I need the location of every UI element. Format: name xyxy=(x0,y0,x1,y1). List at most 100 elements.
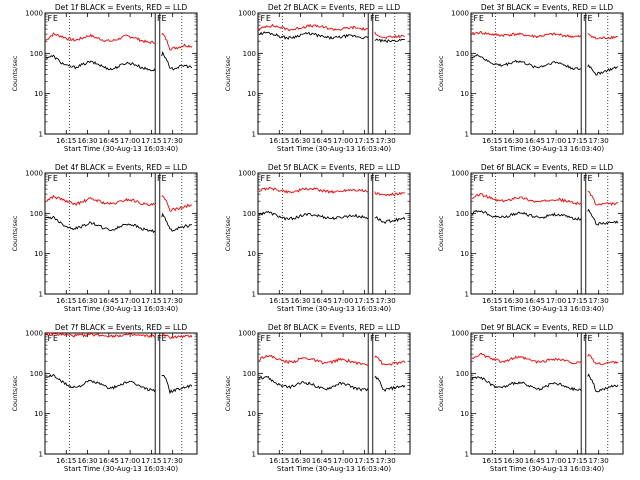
panel-title: Det 7f BLACK = Events, RED = LLD xyxy=(55,323,188,332)
events-rate-line xyxy=(45,373,193,395)
marker-label-F: F xyxy=(370,14,375,23)
marker-label-E: E xyxy=(588,14,593,23)
y-tick-label: 100 xyxy=(30,370,43,378)
x-tick-label: 16:30 xyxy=(503,457,523,465)
marker-label-F: F xyxy=(261,334,266,343)
y-tick-label: 10 xyxy=(247,410,256,418)
y-tick-label: 1 xyxy=(39,131,43,139)
x-tick-label: 17:30 xyxy=(589,297,609,305)
x-tick-label: 17:00 xyxy=(333,137,353,145)
lld-rate-line xyxy=(471,190,619,206)
x-tick-label: 16:45 xyxy=(525,297,545,305)
marker-label-E: E xyxy=(479,334,484,343)
x-tick-label: 17:15 xyxy=(354,297,374,305)
x-tick-label: 16:30 xyxy=(503,137,523,145)
x-tick-label: 17:00 xyxy=(120,137,140,145)
x-tick-label: 16:30 xyxy=(290,137,310,145)
marker-label-E: E xyxy=(479,14,484,23)
marker-label-F: F xyxy=(261,174,266,183)
detector-panel-7: Det 7f BLACK = Events, RED = LLD 1 10 100 10… xyxy=(11,323,198,473)
plot-frame xyxy=(470,332,624,455)
x-tick-label: 16:15 xyxy=(482,457,502,465)
x-tick-label: 17:00 xyxy=(333,297,353,305)
events-rate-line xyxy=(471,373,619,393)
x-tick-label: 17:15 xyxy=(354,137,374,145)
x-axis-label: Start Time (30-Aug-13 16:03:40) xyxy=(490,465,604,473)
marker-label-F: F xyxy=(474,14,479,23)
lld-rate-line xyxy=(258,186,406,197)
y-tick-label: 1000 xyxy=(238,170,256,178)
x-tick-label: 16:45 xyxy=(525,457,545,465)
y-tick-label: 100 xyxy=(30,50,43,58)
panel-title: Det 1f BLACK = Events, RED = LLD xyxy=(55,3,188,12)
detector-panel-5: Det 5f BLACK = Events, RED = LLD 1 10 100 10… xyxy=(224,163,411,313)
x-axis-label: Start Time (30-Aug-13 16:03:40) xyxy=(64,145,178,153)
marker-label-E: E xyxy=(588,334,593,343)
marker-label-E: E xyxy=(162,174,167,183)
y-axis-label: Counts/sec xyxy=(11,215,19,251)
y-tick-label: 1000 xyxy=(451,10,469,18)
lld-rate-line xyxy=(471,353,619,366)
x-tick-label: 17:30 xyxy=(163,457,183,465)
y-tick-label: 1 xyxy=(252,451,256,459)
y-tick-label: 1000 xyxy=(25,10,43,18)
marker-label-E: E xyxy=(375,334,380,343)
y-axis-label: Counts/sec xyxy=(437,375,445,411)
x-tick-label: 17:00 xyxy=(546,457,566,465)
panel-title: Det 9f BLACK = Events, RED = LLD xyxy=(481,323,614,332)
lld-rate-line xyxy=(258,354,406,366)
x-tick-label: 17:30 xyxy=(163,297,183,305)
y-axis-label: Counts/sec xyxy=(224,375,232,411)
x-tick-label: 17:00 xyxy=(546,297,566,305)
x-tick-label: 17:30 xyxy=(163,137,183,145)
panel-title: Det 3f BLACK = Events, RED = LLD xyxy=(481,3,614,12)
x-tick-label: 17:15 xyxy=(567,457,587,465)
y-tick-label: 1000 xyxy=(25,170,43,178)
plot-frame xyxy=(257,332,411,455)
plot-frame xyxy=(44,332,198,455)
x-tick-label: 16:30 xyxy=(77,297,97,305)
detector-panel-2: Det 2f BLACK = Events, RED = LLD 1 10 100 10… xyxy=(224,3,411,153)
detector-panel-9: Det 9f BLACK = Events, RED = LLD 1 10 100 10… xyxy=(437,323,624,473)
y-tick-label: 1 xyxy=(465,451,469,459)
plot-frame xyxy=(257,12,411,135)
marker-label-F: F xyxy=(261,14,266,23)
plot-frame xyxy=(44,12,198,135)
y-tick-label: 10 xyxy=(460,90,469,98)
x-tick-label: 16:15 xyxy=(482,137,502,145)
marker-label-F: F xyxy=(48,14,53,23)
lld-rate-line xyxy=(258,23,406,40)
y-tick-label: 1 xyxy=(465,291,469,299)
x-tick-label: 16:30 xyxy=(503,297,523,305)
plot-frame xyxy=(470,172,624,295)
x-tick-label: 16:45 xyxy=(312,137,332,145)
lld-rate-line xyxy=(45,194,192,212)
events-rate-line xyxy=(258,375,406,392)
y-tick-label: 1 xyxy=(39,451,43,459)
x-tick-label: 16:15 xyxy=(269,137,289,145)
y-tick-label: 1000 xyxy=(238,10,256,18)
marker-label-E: E xyxy=(53,14,58,23)
marker-label-F: F xyxy=(474,334,479,343)
x-tick-label: 17:15 xyxy=(141,137,161,145)
y-tick-label: 1000 xyxy=(25,330,43,338)
x-tick-label: 16:45 xyxy=(99,137,119,145)
y-tick-label: 10 xyxy=(460,410,469,418)
y-tick-label: 1000 xyxy=(451,330,469,338)
detector-panel-6: Det 6f BLACK = Events, RED = LLD 1 10 100 10… xyxy=(437,163,624,313)
y-axis-label: Counts/sec xyxy=(11,375,19,411)
y-axis-label: Counts/sec xyxy=(437,55,445,91)
marker-label-F: F xyxy=(583,334,588,343)
x-tick-label: 17:15 xyxy=(354,457,374,465)
x-axis-label: Start Time (30-Aug-13 16:03:40) xyxy=(490,145,604,153)
y-tick-label: 100 xyxy=(456,50,469,58)
panel-title: Det 6f BLACK = Events, RED = LLD xyxy=(481,163,614,172)
plot-frame xyxy=(470,12,624,135)
marker-label-E: E xyxy=(53,334,58,343)
y-tick-label: 10 xyxy=(247,250,256,258)
marker-label-E: E xyxy=(162,14,167,23)
y-tick-label: 100 xyxy=(243,210,256,218)
x-tick-label: 17:15 xyxy=(141,457,161,465)
x-tick-label: 16:30 xyxy=(290,297,310,305)
